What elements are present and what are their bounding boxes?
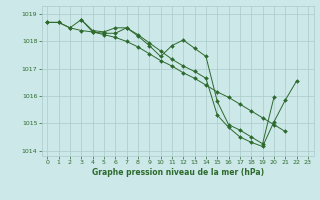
X-axis label: Graphe pression niveau de la mer (hPa): Graphe pression niveau de la mer (hPa)	[92, 168, 264, 177]
